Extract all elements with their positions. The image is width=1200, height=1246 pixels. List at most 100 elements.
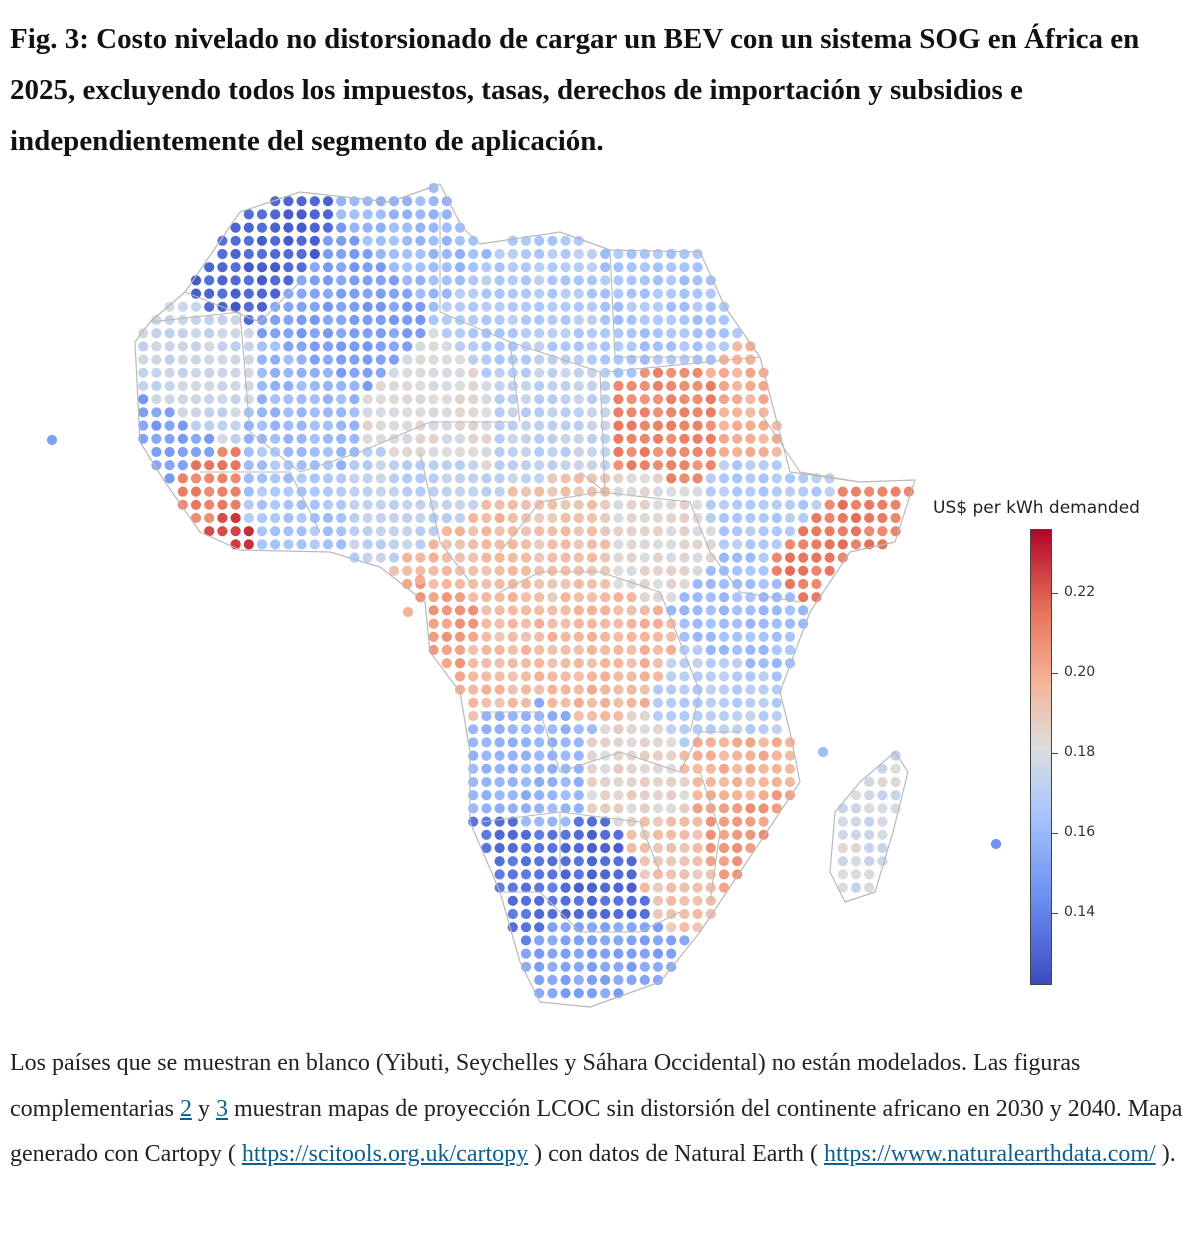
map-dot xyxy=(626,473,637,484)
map-dot xyxy=(468,618,479,629)
map-dot xyxy=(586,420,598,431)
map-dot xyxy=(520,856,532,867)
map-dot xyxy=(349,394,360,405)
map-dot xyxy=(375,275,386,286)
map-dot xyxy=(745,512,756,524)
map-dot xyxy=(573,816,584,827)
map-dot xyxy=(309,473,320,484)
map-dot xyxy=(270,196,281,207)
map-dot xyxy=(534,618,545,629)
map-dot xyxy=(441,209,452,220)
map-dot xyxy=(190,486,202,497)
map-dot xyxy=(639,684,650,695)
map-dot xyxy=(441,407,452,418)
map-dot xyxy=(322,486,334,497)
map-dot xyxy=(415,328,426,339)
map-dot xyxy=(626,512,637,524)
map-dot xyxy=(454,526,466,537)
map-dot xyxy=(639,882,650,893)
map-dot xyxy=(428,262,439,273)
map-dot xyxy=(732,842,743,854)
map-dot xyxy=(626,776,637,788)
map-dot xyxy=(177,314,188,326)
map-dot xyxy=(428,420,439,431)
map-dot xyxy=(375,301,386,312)
map-dot xyxy=(454,275,466,286)
map-dot xyxy=(494,301,505,312)
map-dot xyxy=(679,380,690,392)
map-dot xyxy=(771,605,782,616)
map-dot xyxy=(468,499,479,510)
madagascar-outline xyxy=(829,751,909,903)
map-dot xyxy=(177,380,188,392)
map-dot xyxy=(573,882,584,893)
map-dot xyxy=(679,869,690,880)
map-dot xyxy=(283,328,294,339)
map-dot xyxy=(705,684,716,695)
country-border xyxy=(609,249,700,358)
map-dot xyxy=(573,922,584,933)
map-dot xyxy=(877,512,888,524)
map-dot xyxy=(402,460,413,471)
map-dot xyxy=(349,420,360,431)
map-dot xyxy=(230,235,241,246)
map-dot xyxy=(718,776,730,788)
map-dot xyxy=(771,763,782,774)
map-dot xyxy=(415,486,426,497)
map-dot xyxy=(692,724,703,735)
map-dot xyxy=(204,328,215,339)
map-dot xyxy=(639,341,650,352)
map-dot xyxy=(692,618,703,629)
map-dot xyxy=(190,460,202,471)
map-dot xyxy=(375,473,386,484)
map-dot xyxy=(652,262,664,273)
map-dot xyxy=(666,829,677,840)
country-border xyxy=(439,212,521,423)
link-natural-earth[interactable]: https://www.naturalearthdata.com/ xyxy=(824,1141,1156,1167)
map-dot xyxy=(454,262,466,273)
map-dot xyxy=(573,961,584,972)
map-dot xyxy=(718,394,730,405)
map-dot xyxy=(296,209,307,220)
map-dot xyxy=(824,486,835,497)
map-dot xyxy=(190,380,202,392)
map-dot xyxy=(877,803,888,814)
map-dot xyxy=(414,574,426,586)
map-dot xyxy=(600,829,611,840)
map-dot xyxy=(534,262,545,273)
map-dot xyxy=(520,341,532,352)
map-dot xyxy=(679,816,690,827)
map-dot xyxy=(666,367,677,378)
link-supplementary-fig-3[interactable]: 3 xyxy=(215,1095,228,1122)
map-dot xyxy=(388,235,400,246)
map-dot xyxy=(718,460,730,471)
map-dot xyxy=(652,631,664,642)
map-dot xyxy=(652,512,664,524)
map-dot xyxy=(481,314,492,326)
map-dot xyxy=(415,552,426,563)
map-dot xyxy=(784,552,796,563)
map-dot xyxy=(322,222,334,233)
map-dot xyxy=(784,618,796,629)
map-dot xyxy=(837,829,848,840)
map-dot xyxy=(837,512,848,524)
map-dot xyxy=(441,526,452,537)
map-dot xyxy=(745,420,756,431)
map-dot xyxy=(177,328,188,339)
link-supplementary-fig-2[interactable]: 2 xyxy=(179,1095,192,1122)
map-dot xyxy=(388,301,400,312)
map-dot xyxy=(718,367,730,378)
map-dot xyxy=(718,446,730,458)
map-dot xyxy=(283,499,294,510)
map-dot xyxy=(586,565,598,576)
map-dot xyxy=(481,288,492,299)
map-dot xyxy=(481,526,492,537)
map-dot xyxy=(336,235,347,246)
map-dot xyxy=(138,341,149,352)
map-dot xyxy=(520,460,532,471)
map-dot xyxy=(732,394,743,405)
map-dot xyxy=(270,526,281,537)
map-dot xyxy=(481,420,492,431)
link-cartopy[interactable]: https://scitools.org.uk/cartopy xyxy=(241,1141,529,1167)
map-dot xyxy=(494,314,505,326)
